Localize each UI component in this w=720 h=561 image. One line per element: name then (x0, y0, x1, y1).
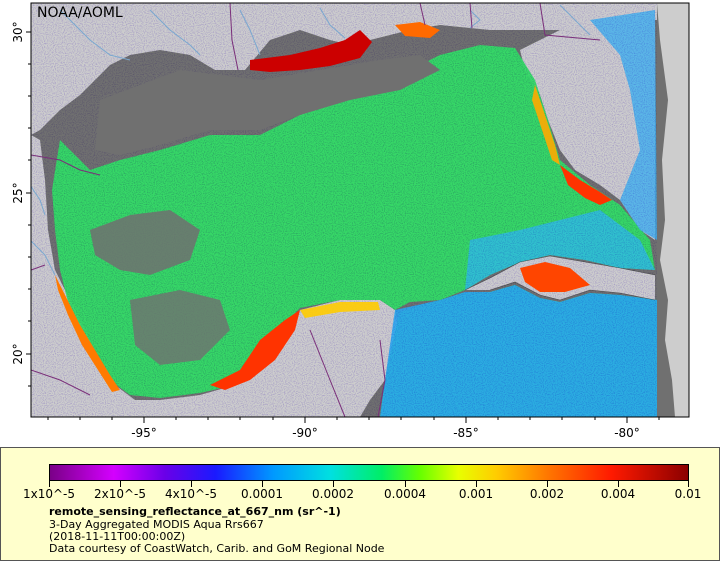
map-canvas: 30° 25° 20° -95° -90° -8 (11, 2, 690, 440)
colorbar-tick (120, 481, 121, 487)
lat-label-25: 25° (11, 182, 25, 203)
colorbar-tick (618, 481, 619, 487)
colorbar-label: 4x10^-5 (164, 487, 218, 501)
colorbar (49, 464, 689, 481)
cloud-gap-nw (95, 55, 440, 155)
legend-dataset-name: 3-Day Aggregated MODIS Aqua Rrs667 (49, 518, 264, 531)
colorbar-tick (547, 481, 548, 487)
colorbar-tick (405, 481, 406, 487)
legend-variable-title: remote_sensing_reflectance_at_667_nm (sr… (49, 505, 341, 518)
land-bahamas (657, 3, 689, 417)
cloud-gap-sw (130, 290, 230, 365)
legend-panel: 1x10^-5 2x10^-5 4x10^-5 0.0001 0.0002 0.… (0, 447, 720, 561)
map-frame (30, 2, 690, 418)
colorbar-label: 2x10^-5 (93, 487, 147, 501)
speckle-blue (31, 3, 657, 417)
brand-label: NOAA/AOML (37, 5, 123, 21)
political-borders (31, 3, 601, 417)
lon-label-95: -95° (131, 426, 157, 440)
lon-label-90: -90° (292, 426, 318, 440)
lat-axis (26, 31, 31, 387)
coastal-turbid-louisiana (250, 30, 372, 72)
coastal-turbid-campeche (210, 310, 300, 390)
colorbar-label: 0.0002 (312, 487, 354, 501)
legend-time: (2018-11-11T00:00:00Z) (49, 530, 186, 543)
colorbar-tick (262, 481, 263, 487)
colorbar-tick (49, 481, 50, 487)
lat-label-20: 20° (11, 343, 25, 364)
lon-axis (47, 417, 660, 423)
colorbar-label: 1x10^-5 (22, 487, 76, 501)
colorbar-label: 0.004 (600, 487, 636, 501)
legend-credit: Data courtesy of CoastWatch, Carib. and … (49, 542, 385, 555)
colorbar-label: 0.0004 (384, 487, 426, 501)
coastal-turbid-veracruz (55, 275, 120, 392)
lon-label-80: -80° (614, 426, 640, 440)
colorbar-label: 0.001 (458, 487, 494, 501)
coastal-turbid-sw-florida (560, 165, 612, 205)
colorbar-label: 0.0001 (241, 487, 283, 501)
coastal-turbid-mississippi (395, 22, 440, 38)
colorbar-tick (333, 481, 334, 487)
colorbar-tick (191, 481, 192, 487)
coastlines (464, 255, 656, 301)
cloud-gap-w (90, 210, 200, 275)
coastal-turbid-yucatan-n (300, 302, 380, 318)
colorbar-label: 0.01 (674, 487, 702, 501)
colorbar-label: 0.002 (529, 487, 565, 501)
rivers (31, 4, 591, 276)
colorbar-tick (476, 481, 477, 487)
lat-label-30: 30° (11, 21, 25, 42)
colorbar-tick (688, 481, 689, 487)
lon-label-85: -85° (453, 426, 479, 440)
map-panel: 30° 25° 20° -95° -90° -8 (11, 2, 690, 440)
coastal-turbid-fl-west (532, 85, 560, 165)
coastal-turbid-cuba (520, 262, 590, 292)
